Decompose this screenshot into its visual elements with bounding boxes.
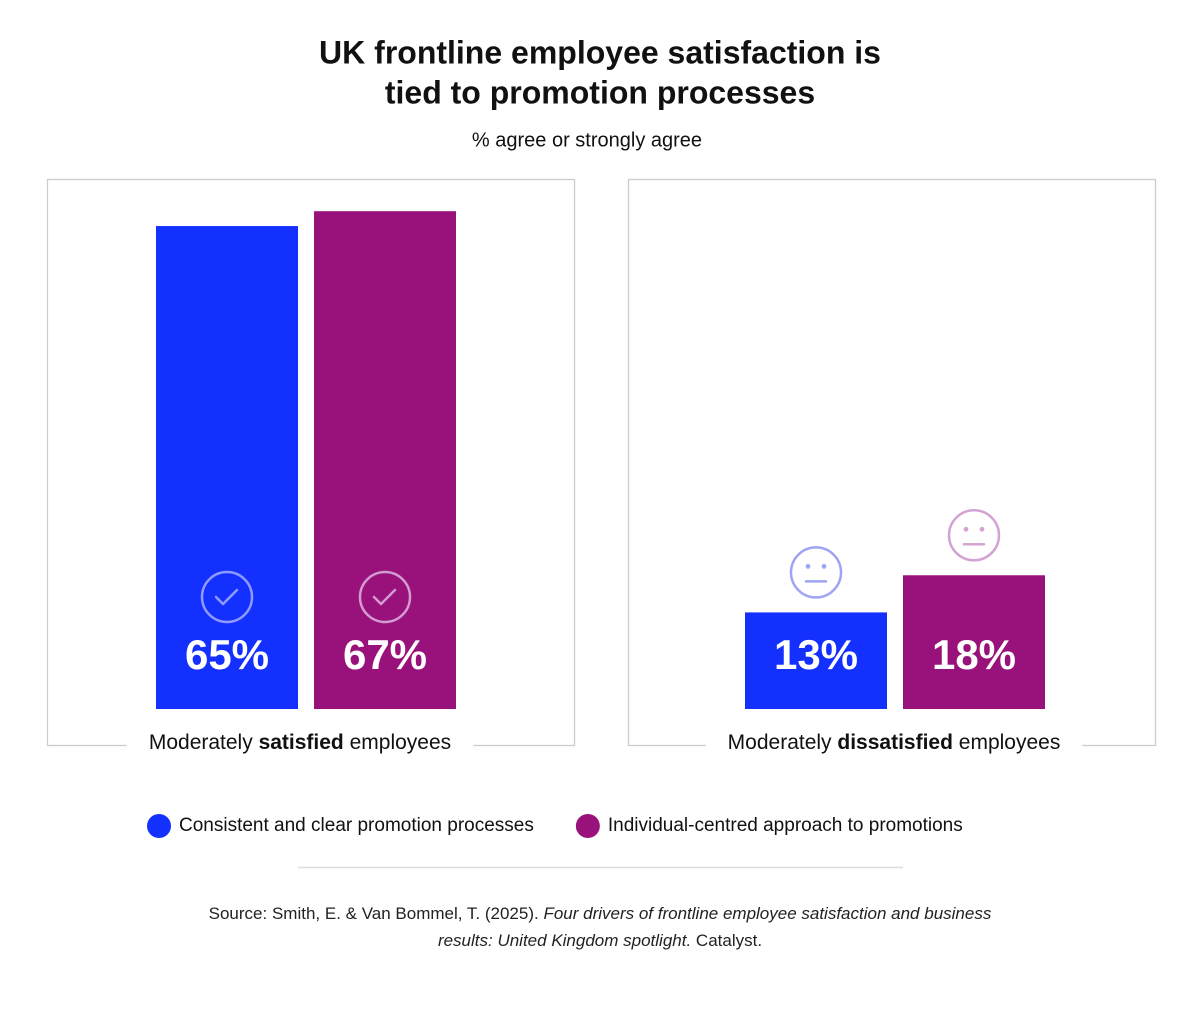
chart-title: UK frontline employee satisfaction is bbox=[319, 34, 881, 70]
bar bbox=[745, 612, 887, 709]
legend-label: Individual-centred approach to promotion… bbox=[608, 815, 963, 836]
bar bbox=[903, 575, 1045, 709]
check-icon bbox=[372, 588, 397, 606]
source-text: Catalyst. bbox=[691, 931, 763, 950]
data-label: 18% bbox=[932, 631, 1016, 678]
panel-frame bbox=[46, 178, 576, 747]
chart-title: tied to promotion processes bbox=[385, 74, 815, 110]
face-icon bbox=[805, 564, 811, 569]
category-label: Moderately dissatisfied employees bbox=[728, 731, 1061, 754]
data-label: 13% bbox=[774, 631, 858, 678]
face-icon bbox=[979, 526, 985, 532]
face-icon bbox=[821, 564, 827, 569]
label-background bbox=[126, 730, 474, 754]
category-label-part: Moderately bbox=[149, 731, 259, 754]
check-icon bbox=[358, 570, 412, 624]
category-label-part: employees bbox=[344, 731, 451, 754]
label-background bbox=[705, 730, 1083, 754]
check-icon bbox=[200, 570, 254, 624]
legend-swatch bbox=[147, 814, 171, 838]
source-text: Source: Smith, E. & Van Bommel, T. (2025… bbox=[208, 904, 544, 923]
data-label: 65% bbox=[185, 631, 269, 678]
category-label-part: dissatisfied bbox=[837, 731, 953, 754]
data-label: 67% bbox=[343, 631, 427, 678]
legend-label: Consistent and clear promotion processes bbox=[179, 815, 534, 836]
category-label-part: Moderately bbox=[728, 731, 838, 754]
bar bbox=[156, 226, 298, 710]
bar bbox=[314, 211, 456, 709]
face-icon bbox=[789, 546, 843, 599]
category-label-part: satisfied bbox=[259, 731, 344, 754]
face-icon bbox=[963, 526, 969, 532]
category-label: Moderately satisfied employees bbox=[149, 731, 451, 754]
category-label-part: employees bbox=[953, 731, 1060, 754]
face-icon bbox=[947, 509, 1001, 562]
check-icon bbox=[214, 588, 239, 606]
source-title: Four drivers of frontline employee satis… bbox=[437, 904, 992, 950]
chart-subtitle: % agree or strongly agree bbox=[472, 129, 702, 151]
source: Source: Smith, E. & Van Bommel, T. (2025… bbox=[200, 900, 1000, 954]
legend-swatch bbox=[575, 814, 600, 838]
panel-frame bbox=[627, 178, 1157, 747]
